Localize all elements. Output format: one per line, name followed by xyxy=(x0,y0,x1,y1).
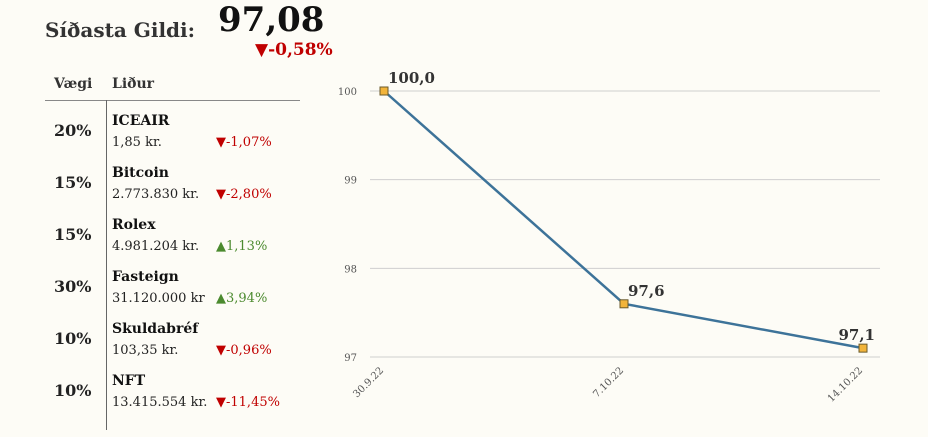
data-label: 97,6 xyxy=(628,282,665,300)
row-price: 2.773.830 kr. xyxy=(112,187,200,202)
data-point xyxy=(379,86,389,96)
item-column-header: Liður xyxy=(112,76,155,92)
table-row: 10% NFT 13.415.554 kr. ▼-11,45% xyxy=(0,373,300,425)
row-change: ▼-1,07% xyxy=(216,135,272,150)
row-weight: 10% xyxy=(54,381,92,400)
row-weight: 10% xyxy=(54,329,92,348)
data-label: 97,1 xyxy=(838,326,875,344)
row-change: ▲1,13% xyxy=(216,239,268,254)
data-point xyxy=(858,343,868,353)
x-tick-label: 7.10.22 xyxy=(591,365,626,400)
row-price: 1,85 kr. xyxy=(112,135,162,150)
row-price: 103,35 kr. xyxy=(112,343,179,358)
y-tick-label: 100 xyxy=(338,87,357,98)
x-tick-label: 30.9.22 xyxy=(351,365,386,400)
data-point xyxy=(619,299,629,309)
table-row: 10% Skuldabréf 103,35 kr. ▼-0,96% xyxy=(0,321,300,373)
table-row: 15% Rolex 4.981.204 kr. ▲1,13% xyxy=(0,217,300,269)
row-price: 31.120.000 kr xyxy=(112,291,205,306)
y-tick-label: 98 xyxy=(344,264,357,275)
row-name: Rolex xyxy=(112,217,156,233)
row-weight: 20% xyxy=(54,121,92,140)
row-change: ▲3,94% xyxy=(216,291,268,306)
row-price: 13.415.554 kr. xyxy=(112,395,208,410)
row-name: Fasteign xyxy=(112,269,179,285)
weight-column-header: Vægi xyxy=(54,76,93,92)
row-weight: 30% xyxy=(54,277,92,296)
row-weight: 15% xyxy=(54,173,92,192)
row-change: ▼-11,45% xyxy=(216,395,280,410)
y-tick-label: 97 xyxy=(344,353,357,364)
table-row: 30% Fasteign 31.120.000 kr ▲3,94% xyxy=(0,269,300,321)
row-name: ICEAIR xyxy=(112,113,170,129)
table-row: 20% ICEAIR 1,85 kr. ▼-1,07% xyxy=(0,113,300,165)
series-line xyxy=(383,90,864,350)
last-value-label: Síðasta Gildi: xyxy=(45,18,195,42)
row-weight: 15% xyxy=(54,225,92,244)
row-change: ▼-0,96% xyxy=(216,343,272,358)
y-tick-label: 99 xyxy=(344,176,357,187)
row-name: Bitcoin xyxy=(112,165,169,181)
row-name: NFT xyxy=(112,373,146,389)
header-divider xyxy=(45,100,300,101)
data-label: 100,0 xyxy=(388,69,435,87)
row-change: ▼-2,80% xyxy=(216,187,272,202)
last-value-change: ▼-0,58% xyxy=(255,40,333,60)
column-divider xyxy=(106,100,107,430)
last-value: 97,08 xyxy=(218,0,325,40)
row-price: 4.981.204 kr. xyxy=(112,239,200,254)
table-row: 15% Bitcoin 2.773.830 kr. ▼-2,80% xyxy=(0,165,300,217)
row-name: Skuldabréf xyxy=(112,321,199,337)
x-tick-label: 14.10.22 xyxy=(826,365,865,404)
